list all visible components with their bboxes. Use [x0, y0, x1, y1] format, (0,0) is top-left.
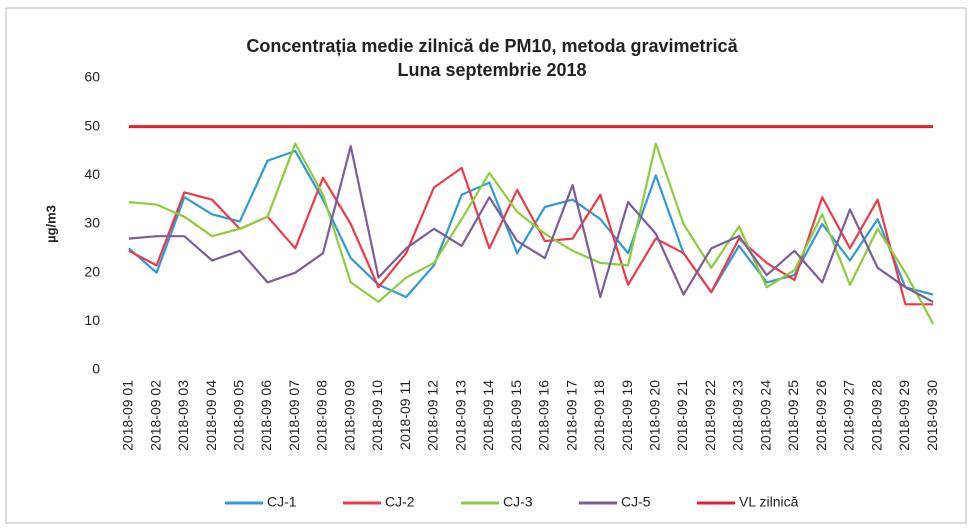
x-tick-label: 2018-09 25: [785, 380, 801, 451]
x-tick-label: 2018-09 04: [203, 380, 219, 451]
x-tick-label: 2018-09 24: [757, 380, 773, 451]
x-tick-label: 2018-09 28: [868, 380, 884, 451]
series-line: [128, 145, 934, 303]
legend-label: CJ-1: [267, 494, 297, 510]
x-tick-label: 2018-09 08: [314, 380, 330, 451]
x-tick-label: 2018-09 30: [924, 380, 940, 451]
x-tick-label: 2018-09 17: [563, 380, 579, 451]
x-tick-label: 2018-09 03: [175, 380, 191, 451]
y-tick-label: 20: [84, 263, 100, 279]
legend-label: CJ-2: [385, 494, 415, 510]
y-tick-label: 40: [84, 166, 100, 182]
y-tick-label: 50: [84, 117, 100, 133]
y-tick-label: 0: [92, 361, 100, 377]
x-tick-label: 2018-09 18: [591, 380, 607, 451]
x-tick-label: 2018-09 20: [647, 380, 663, 451]
y-tick-label: 60: [84, 69, 100, 85]
x-tick-label: 2018-09 23: [730, 380, 746, 451]
x-tick-label: 2018-09 13: [452, 380, 468, 451]
x-tick-label: 2018-09 21: [674, 380, 690, 451]
legend-label: CJ-5: [621, 494, 651, 510]
series-line: [128, 142, 935, 325]
y-tick-label: 10: [84, 312, 100, 328]
x-tick-label: 2018-09 15: [508, 380, 524, 451]
x-tick-label: 2018-09 22: [702, 380, 718, 451]
x-tick-label: 2018-09 14: [480, 380, 496, 451]
x-tick-label: 2018-09 12: [425, 380, 441, 451]
x-tick-label: 2018-09 26: [813, 380, 829, 451]
chart-title: Concentrația medie zilnică de PM10, meto…: [246, 36, 738, 56]
x-tick-label: 2018-09 07: [286, 380, 302, 451]
x-tick-label: 2018-09 27: [841, 380, 857, 451]
x-tick-label: 2018-09 05: [231, 380, 247, 451]
x-tick-label: 2018-09 01: [120, 380, 136, 451]
legend-label: CJ-3: [503, 494, 533, 510]
y-tick-label: 30: [84, 215, 100, 231]
x-tick-label: 2018-09 11: [397, 380, 413, 450]
x-tick-label: 2018-09 02: [147, 380, 163, 451]
legend-label: VL zilnică: [739, 494, 799, 510]
x-tick-label: 2018-09 10: [369, 380, 385, 451]
y-axis-label: µg/m3: [43, 205, 58, 243]
x-tick-label: 2018-09 09: [341, 380, 357, 451]
x-tick-label: 2018-09 16: [536, 380, 552, 451]
x-tick-label: 2018-09 29: [896, 380, 912, 451]
x-tick-label: 2018-09 19: [619, 380, 635, 451]
x-tick-label: 2018-09 06: [258, 380, 274, 451]
chart-subtitle: Luna septembrie 2018: [397, 60, 586, 80]
